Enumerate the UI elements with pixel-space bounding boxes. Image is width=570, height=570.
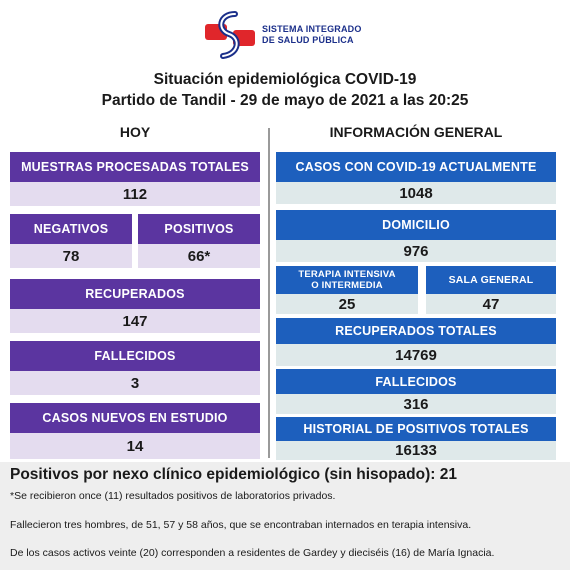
sala-label: SALA GENERAL — [426, 266, 556, 294]
logo-line1: SISTEMA INTEGRADO — [262, 24, 362, 34]
note-fallecidos: Fallecieron tres hombres, de 51, 57 y 58… — [10, 519, 472, 531]
historial-value: 16133 — [276, 441, 556, 460]
logo-line2: DE SALUD PÚBLICA — [262, 35, 354, 45]
recuperados-totales-label: RECUPERADOS TOTALES — [276, 318, 556, 344]
historial-label: HISTORIAL DE POSITIVOS TOTALES — [276, 417, 556, 441]
terapia-label-line2: O INTERMEDIA — [311, 280, 383, 291]
activos-label: CASOS CON COVID-19 ACTUALMENTE — [276, 152, 556, 182]
terapia-value: 25 — [276, 294, 418, 314]
note-laboratorios: *Se recibieron once (11) resultados posi… — [10, 490, 336, 502]
muestras-label: MUESTRAS PROCESADAS TOTALES — [10, 152, 260, 182]
domicilio-label: DOMICILIO — [276, 210, 556, 240]
sisp-logo-icon — [205, 11, 255, 59]
terapia-label: TERAPIA INTENSIVA O INTERMEDIA — [276, 266, 418, 294]
positivos-value: 66* — [138, 244, 260, 268]
note-casos-activos: De los casos activos veinte (20) corresp… — [10, 547, 495, 559]
page-subtitle: Partido de Tandil - 29 de mayo de 2021 a… — [101, 92, 469, 109]
activos-value: 1048 — [276, 182, 556, 204]
fallecidos-totales-value: 316 — [276, 394, 556, 414]
column-divider — [268, 128, 270, 458]
sala-value: 47 — [426, 294, 556, 314]
fallecidos-hoy-label: FALLECIDOS — [10, 341, 260, 371]
terapia-label-line1: TERAPIA INTENSIVA — [298, 269, 396, 280]
muestras-value: 112 — [10, 182, 260, 206]
negativos-value: 78 — [10, 244, 132, 268]
logo-text: SISTEMA INTEGRADO DE SALUD PÚBLICA — [262, 24, 362, 46]
positivos-label: POSITIVOS — [138, 214, 260, 244]
nexo-clinico-headline: Positivos por nexo clínico epidemiológic… — [10, 466, 457, 483]
recuperados-hoy-value: 147 — [10, 309, 260, 333]
footer-panel — [0, 462, 570, 570]
casos-nuevos-value: 14 — [10, 433, 260, 459]
fallecidos-hoy-value: 3 — [10, 371, 260, 395]
domicilio-value: 976 — [276, 240, 556, 262]
recuperados-hoy-label: RECUPERADOS — [10, 279, 260, 309]
hoy-heading: HOY — [119, 124, 151, 140]
general-heading: INFORMACIÓN GENERAL — [329, 124, 503, 140]
fallecidos-totales-label: FALLECIDOS — [276, 369, 556, 394]
casos-nuevos-label: CASOS NUEVOS EN ESTUDIO — [10, 403, 260, 433]
recuperados-totales-value: 14769 — [276, 344, 556, 366]
page-title: Situación epidemiológica COVID-19 — [153, 71, 417, 88]
negativos-label: NEGATIVOS — [10, 214, 132, 244]
